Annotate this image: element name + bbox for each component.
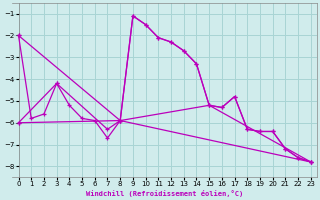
X-axis label: Windchill (Refroidissement éolien,°C): Windchill (Refroidissement éolien,°C): [86, 190, 243, 197]
